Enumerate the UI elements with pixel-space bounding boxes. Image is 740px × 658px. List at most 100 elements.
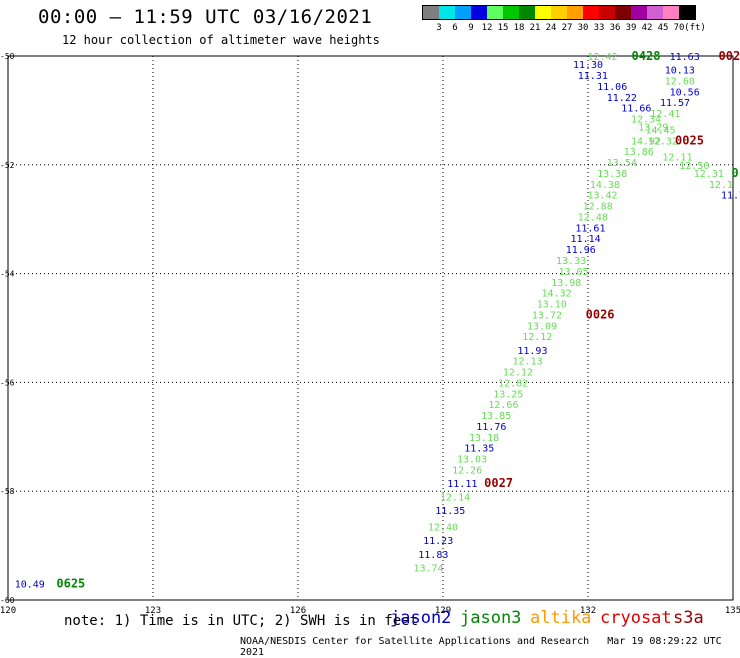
color-swatch — [679, 6, 695, 19]
wave-height-label: 10.13 — [665, 66, 695, 77]
wave-height-label: 11.57 — [660, 98, 690, 109]
color-scale-label: 12 — [481, 23, 493, 33]
wave-height-label: 13.74 — [413, 563, 443, 574]
wave-height-label: 13.98 — [551, 278, 581, 289]
wave-height-label: 14.38 — [590, 180, 620, 191]
x-tick-label: 123 — [145, 606, 161, 616]
color-swatch — [471, 6, 487, 19]
wave-height-label: 11.35 — [435, 506, 465, 517]
y-tick-label: -58 — [0, 487, 15, 496]
color-scale-label: 18 — [513, 23, 525, 33]
color-swatch — [423, 6, 439, 19]
x-tick-label: 135 — [725, 606, 740, 616]
wave-height-label: 0 — [731, 166, 738, 180]
y-tick-label: -60 — [0, 596, 15, 605]
wave-height-label: 0428 — [632, 49, 661, 63]
wave-height-label: 11.93 — [517, 346, 547, 357]
wave-height-label: 13.18 — [469, 433, 499, 444]
color-scale: 3 6 9 12 15 18 21 24 27 30 33 36 39 42 45 70 (ft) — [422, 5, 706, 34]
color-scale-label: 45 — [657, 23, 669, 33]
color-scale-label: 21 — [529, 23, 541, 33]
wave-height-label: 0026 — [586, 307, 615, 321]
y-tick-label: -52 — [0, 161, 15, 170]
wave-height-label: 0625 — [56, 577, 85, 591]
wave-height-label: 13.33 — [556, 256, 586, 267]
wave-height-label: 11.63 — [670, 52, 700, 63]
wave-height-label: 11.61 — [575, 223, 605, 234]
wave-height-label: 10.56 — [670, 87, 700, 98]
color-scale-label: 15 — [497, 23, 509, 33]
wave-height-label: 13.05 — [558, 267, 588, 278]
color-swatch — [535, 6, 551, 19]
color-scale-label: (ft) — [684, 23, 706, 33]
color-scale-label: 27 — [561, 23, 573, 33]
y-tick-label: -54 — [0, 270, 15, 279]
color-scale-labels: 3 6 9 12 15 18 21 24 27 30 33 36 39 42 45 70 (ft) — [422, 20, 706, 34]
color-scale-label: 24 — [545, 23, 557, 33]
x-tick-label: 126 — [290, 606, 306, 616]
x-tick-label: 132 — [580, 606, 596, 616]
wave-height-label: 11.31 — [578, 71, 608, 82]
y-tick-label: -56 — [0, 378, 15, 387]
wave-height-label: 12.12 — [503, 368, 533, 379]
wave-height-label: 11.14 — [571, 234, 601, 245]
map-frame — [7, 55, 734, 601]
wave-height-label: 11.7 — [721, 191, 740, 202]
wave-height-label: 12.26 — [452, 465, 482, 476]
color-scale-label: 70 — [673, 23, 685, 33]
wave-height-label: 12.12 — [522, 332, 552, 343]
wave-height-label: 11.35 — [464, 444, 494, 455]
color-swatch — [487, 6, 503, 19]
color-scale-label: 33 — [593, 23, 605, 33]
color-swatch — [455, 6, 471, 19]
wave-height-label: 12.42 — [587, 52, 617, 63]
color-swatch — [503, 6, 519, 19]
wave-height-label: 11.30 — [573, 60, 603, 71]
wave-height-label: 12.88 — [583, 202, 613, 213]
wave-height-label: 12.34 — [631, 115, 661, 126]
wave-height-label: 12.82 — [498, 378, 528, 389]
legend-s3a: s3a — [673, 608, 704, 628]
legend-altika: altika — [530, 608, 592, 628]
wave-height-label: 13.29 — [638, 123, 668, 134]
x-tick-label: 129 — [435, 606, 451, 616]
y-tick-label: -50 — [0, 52, 15, 61]
color-swatch — [647, 6, 663, 19]
wave-height-label: 12.48 — [578, 212, 608, 223]
wave-height-label: 13.72 — [532, 310, 562, 321]
wave-height-label: 13.38 — [597, 169, 627, 180]
wave-height-label: 14.92 — [631, 136, 661, 147]
legend-cryosat: cryosat — [600, 608, 672, 628]
color-swatch — [439, 6, 455, 19]
wave-height-label: 11.76 — [476, 422, 506, 433]
wave-height-label: 10.49 — [15, 580, 45, 591]
color-swatch — [599, 6, 615, 19]
wave-height-label: 11.23 — [423, 536, 453, 547]
wave-height-label: 11.11 — [447, 479, 477, 490]
wave-height-label: 13.54 — [607, 158, 637, 169]
wave-height-label: 11.66 — [621, 104, 651, 115]
legend-jason3: jason3 — [460, 608, 522, 628]
wave-height-label: 11.22 — [607, 93, 637, 104]
color-swatch — [615, 6, 631, 19]
legend-jason2: jason2 — [390, 608, 452, 628]
page-title: 00:00 — 11:59 UTC 03/16/2021 — [38, 6, 373, 28]
wave-height-label: 11.83 — [418, 550, 448, 561]
wave-height-label: 13.86 — [624, 147, 654, 158]
wave-height-label: 14.32 — [542, 289, 572, 300]
wave-height-label: 12.60 — [665, 76, 695, 87]
color-swatch — [663, 6, 679, 19]
wave-height-label: 0027 — [484, 476, 513, 490]
wave-height-label: 12.1 — [709, 180, 733, 191]
color-scale-swatches — [422, 5, 696, 20]
wave-height-label: 12.50 — [679, 161, 709, 172]
wave-height-label: 12.66 — [488, 400, 518, 411]
color-scale-label: 36 — [609, 23, 621, 33]
color-scale-label: 30 — [577, 23, 589, 33]
wave-height-label: 12.41 — [650, 109, 680, 120]
page-subtitle: 12 hour collection of altimeter wave hei… — [62, 33, 380, 47]
color-swatch — [583, 6, 599, 19]
wave-height-label: 13.42 — [587, 191, 617, 202]
color-scale-label: 3 — [436, 23, 442, 33]
